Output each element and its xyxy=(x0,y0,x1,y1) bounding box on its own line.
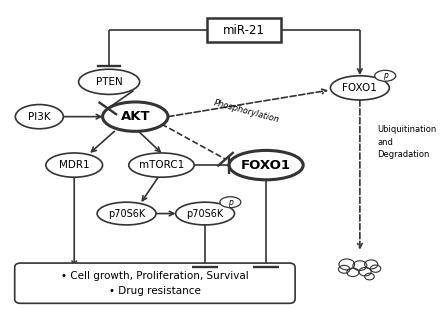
Text: Ubiquitination
and
Degradation: Ubiquitination and Degradation xyxy=(377,125,437,159)
FancyBboxPatch shape xyxy=(207,18,281,42)
Ellipse shape xyxy=(375,70,396,81)
Ellipse shape xyxy=(176,202,235,225)
Ellipse shape xyxy=(46,153,103,177)
Text: MDR1: MDR1 xyxy=(59,160,89,170)
Text: • Cell growth, Proliferation, Survival
• Drug resistance: • Cell growth, Proliferation, Survival •… xyxy=(61,271,249,296)
Text: mTORC1: mTORC1 xyxy=(139,160,184,170)
Text: FOXO1: FOXO1 xyxy=(241,159,291,171)
Text: p: p xyxy=(383,71,388,80)
Ellipse shape xyxy=(16,104,63,129)
FancyBboxPatch shape xyxy=(15,263,295,303)
Ellipse shape xyxy=(229,150,303,180)
Text: FOXO1: FOXO1 xyxy=(343,83,377,93)
Ellipse shape xyxy=(79,69,140,94)
Text: miR-21: miR-21 xyxy=(223,24,265,37)
Text: p70S6K: p70S6K xyxy=(108,209,145,218)
Ellipse shape xyxy=(220,197,241,208)
Ellipse shape xyxy=(102,102,168,131)
Text: p: p xyxy=(228,198,233,207)
Text: p70S6K: p70S6K xyxy=(186,209,224,218)
Text: PTEN: PTEN xyxy=(96,77,122,87)
Text: AKT: AKT xyxy=(121,110,150,123)
Ellipse shape xyxy=(97,202,156,225)
Ellipse shape xyxy=(129,153,194,177)
Text: PI3K: PI3K xyxy=(28,112,51,122)
Ellipse shape xyxy=(331,76,389,100)
Text: Phosphorylation: Phosphorylation xyxy=(213,98,280,124)
